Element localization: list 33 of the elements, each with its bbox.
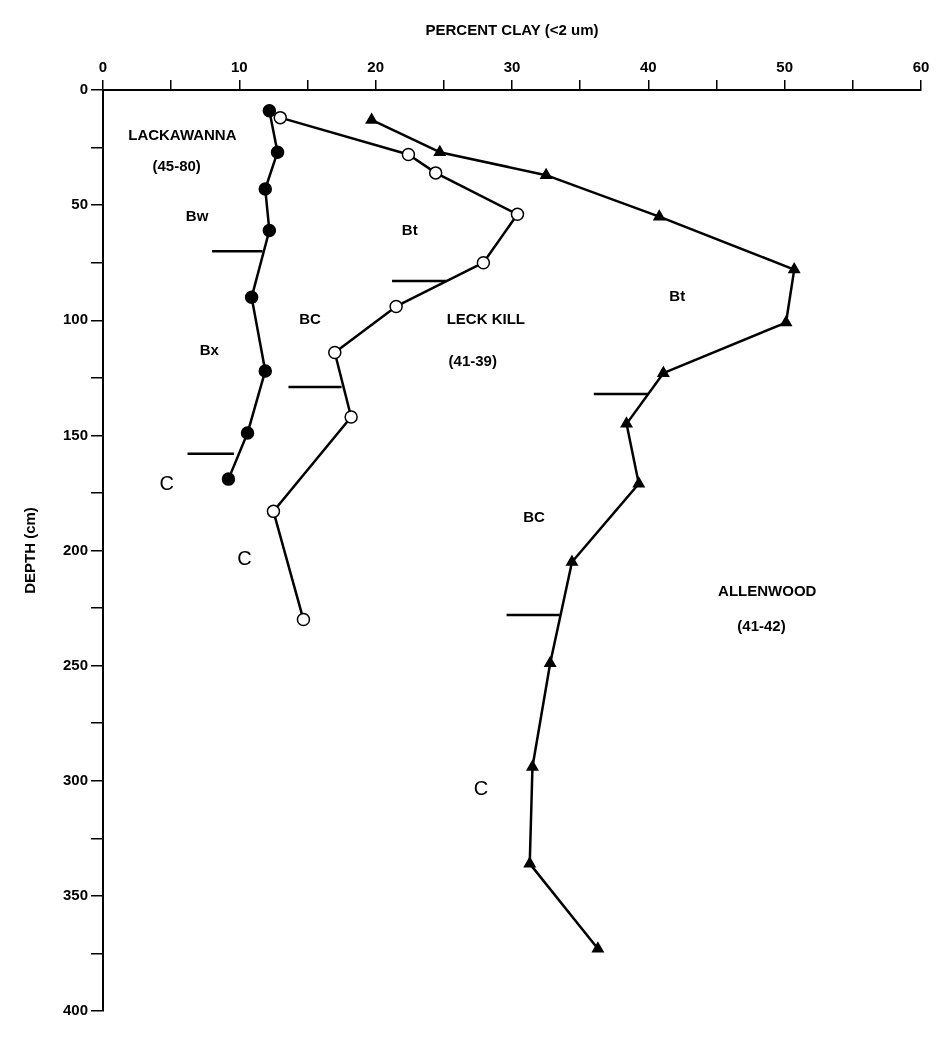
x-axis-title: PERCENT CLAY (<2 um) [425, 21, 599, 39]
y-tick-label: 250 [63, 655, 89, 673]
y-tick-label: 100 [63, 310, 89, 328]
y-tick-label: 300 [63, 770, 89, 788]
annotation: Bt [669, 287, 686, 305]
y-tick-label: 0 [79, 80, 89, 98]
annotation: (41-42) [737, 617, 786, 635]
annotation: Bw [185, 207, 209, 225]
x-tick-label: 40 [640, 58, 657, 76]
y-tick-label: 200 [63, 540, 89, 558]
annotation: C [473, 777, 489, 800]
x-tick-label: 60 [912, 58, 930, 76]
annotation: BC [299, 310, 321, 328]
annotation: LACKAWANNA [128, 126, 237, 144]
annotation: C [237, 547, 252, 570]
annotation: BC [523, 508, 546, 526]
y-axis-title: DEPTH (cm) [21, 507, 39, 594]
x-tick-label: 30 [503, 58, 521, 76]
x-tick-label: 50 [776, 58, 794, 76]
y-tick-label: 150 [63, 425, 89, 443]
annotation: C [159, 471, 175, 494]
y-tick-label: 350 [63, 886, 89, 904]
annotation: Bx [199, 340, 220, 358]
x-tick-label: 20 [367, 58, 385, 76]
annotation: LECK KILL [446, 310, 525, 328]
annotation: (45-80) [152, 156, 201, 174]
x-tick-label: 10 [231, 58, 248, 76]
annotation: (41-39) [448, 351, 497, 369]
x-tick-label: 0 [98, 58, 108, 76]
annotation: ALLENWOOD [718, 582, 817, 600]
y-tick-label: 50 [71, 195, 89, 213]
annotation: Bt [401, 221, 418, 239]
y-tick-label: 400 [63, 1001, 89, 1019]
